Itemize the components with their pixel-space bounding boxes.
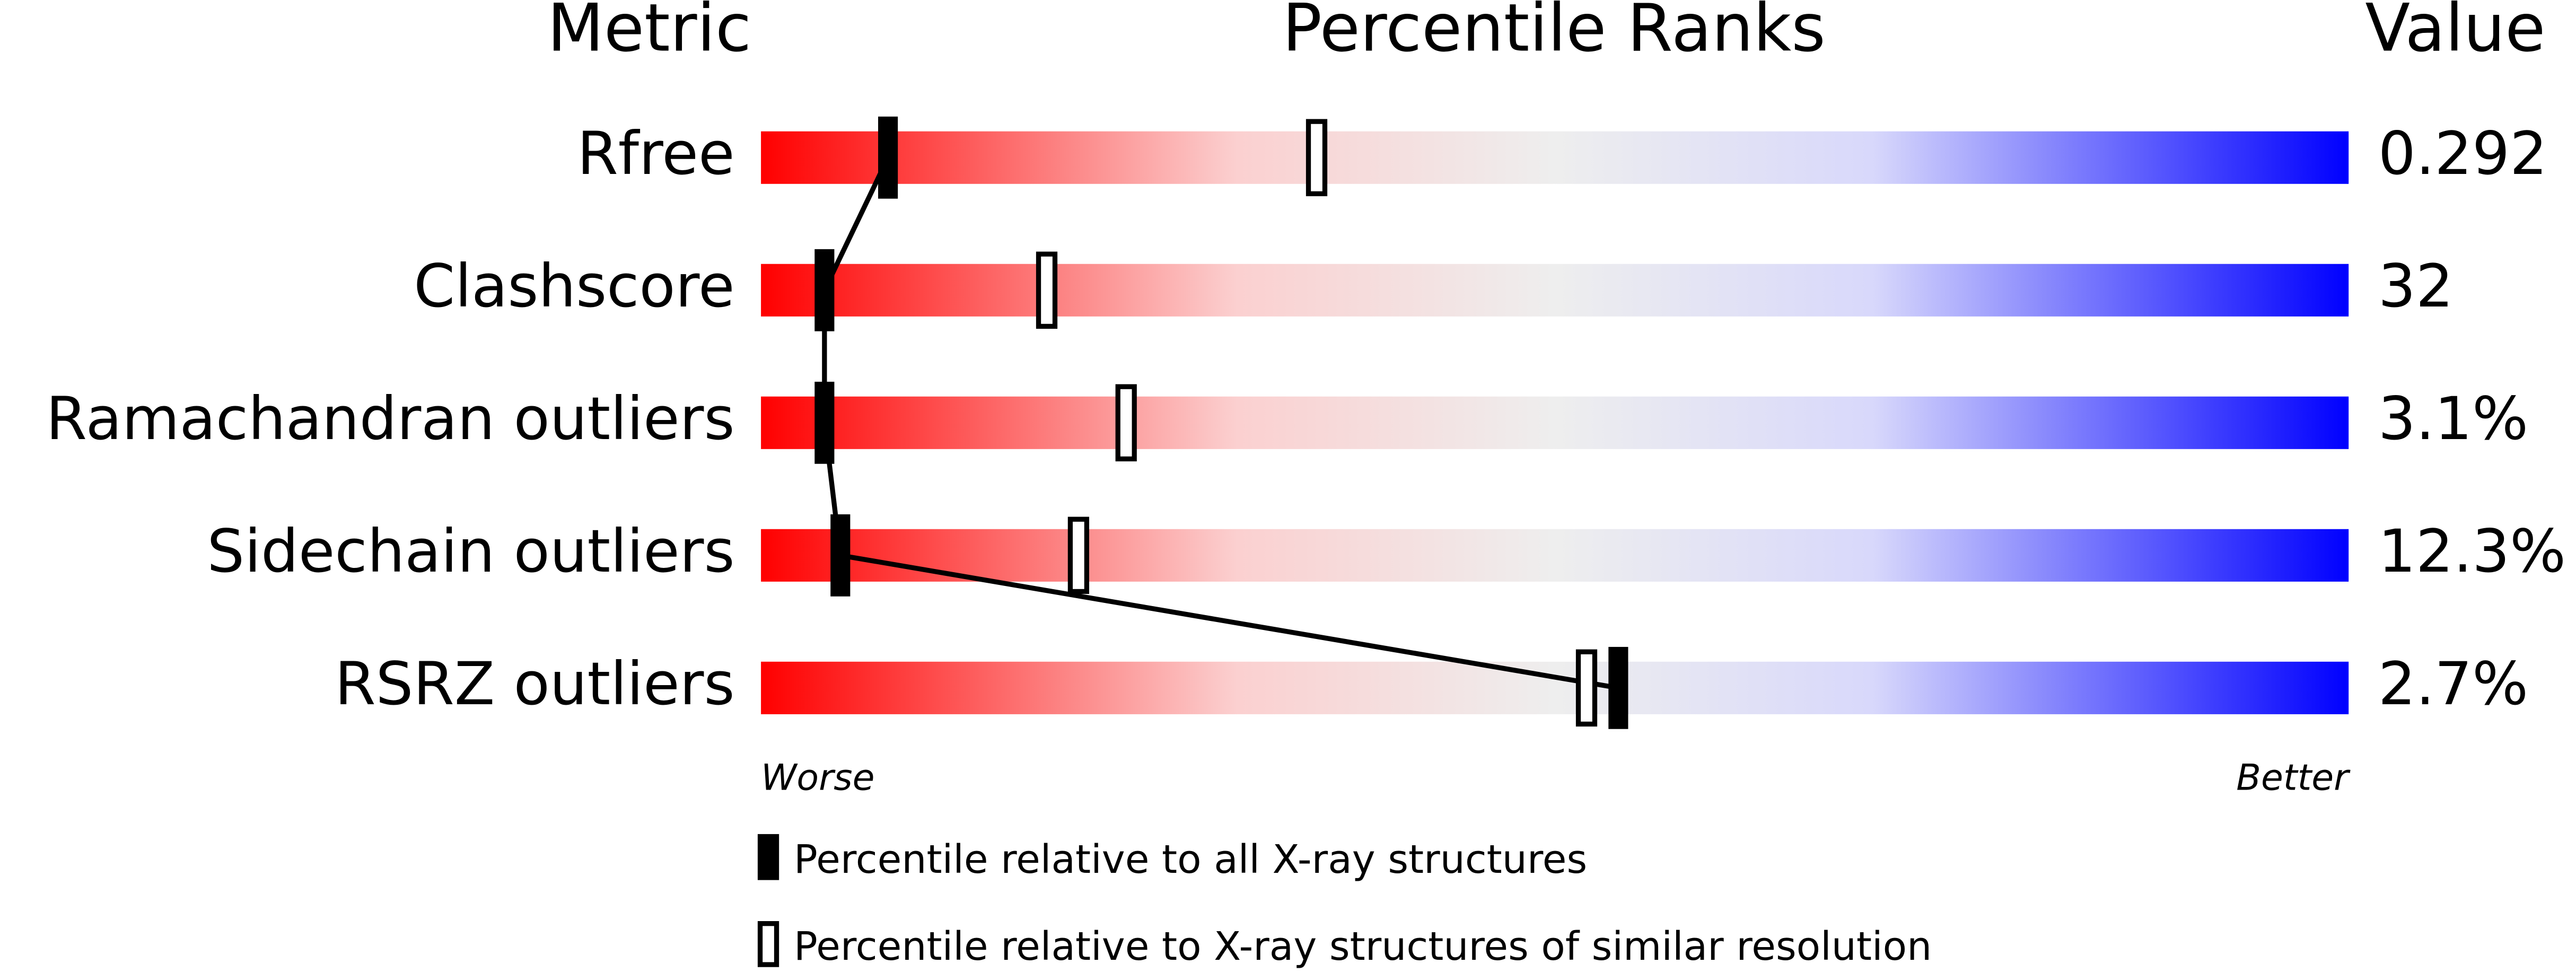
metric-label: Clashscore: [414, 252, 734, 321]
worse-label: Worse: [761, 757, 874, 799]
legend-label: Percentile relative to X-ray structures …: [794, 923, 1932, 969]
gradient-bar: [761, 396, 2349, 449]
metric-label: Rfree: [577, 120, 734, 188]
percentile-marker-similar: [1115, 384, 1137, 462]
legend-swatch: [757, 834, 779, 880]
gradient-bar: [761, 131, 2349, 184]
percentile-marker-all: [814, 249, 835, 331]
metric-header: Metric: [547, 0, 751, 67]
metric-label: Sidechain outliers: [207, 518, 734, 586]
percentile-marker-all: [1608, 646, 1628, 729]
chart-title: Percentile Ranks: [1282, 0, 1825, 67]
metric-value: 0.292: [2378, 120, 2547, 188]
percentile-marker-all: [814, 381, 835, 464]
legend-swatch: [757, 921, 779, 967]
metric-value: 2.7%: [2378, 650, 2528, 719]
metric-value: 12.3%: [2378, 518, 2566, 586]
gradient-bar: [761, 264, 2349, 317]
gradient-bar: [761, 529, 2349, 582]
metric-value: 32: [2378, 252, 2454, 321]
metric-value: 3.1%: [2378, 385, 2528, 453]
percentile-marker-similar: [1036, 251, 1058, 329]
percentile-marker-all: [878, 116, 898, 199]
percentile-marker-similar: [1067, 516, 1090, 594]
value-header: Value: [2365, 0, 2545, 67]
percentile-marker-similar: [1575, 649, 1598, 727]
metric-label: Ramachandran outliers: [46, 385, 735, 453]
percentile-marker-all: [830, 514, 851, 597]
legend-label: Percentile relative to all X-ray structu…: [794, 836, 1587, 882]
metric-label: RSRZ outliers: [335, 650, 734, 719]
better-label: Better: [2236, 757, 2351, 799]
gradient-bar: [761, 661, 2349, 714]
percentile-marker-similar: [1305, 119, 1328, 197]
